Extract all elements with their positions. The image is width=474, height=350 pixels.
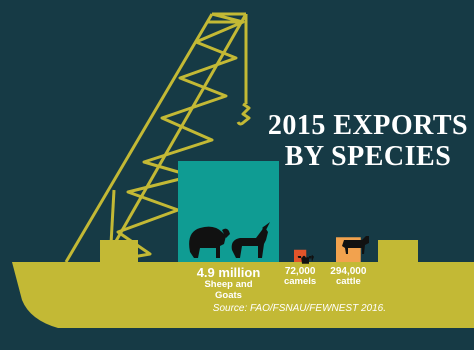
category-label: Sheep and Goats — [204, 279, 253, 301]
goat-icon — [231, 222, 270, 258]
crane — [64, 12, 251, 264]
chart-title: 2015 EXPORTS BY SPECIES — [262, 110, 474, 172]
bar-label-cattle: 294,000 cattle — [323, 266, 373, 287]
cattle-icon — [342, 236, 369, 254]
sheep-goat-icon — [189, 226, 230, 258]
category-label: cattle — [335, 276, 361, 287]
value-label: 72,000 — [284, 266, 316, 277]
camel-icon — [297, 254, 314, 264]
bar-label-sheep-and-goats: 4.9 million Sheep and Goats — [179, 265, 279, 301]
title-line-2: BY SPECIES — [284, 141, 452, 172]
ship-cabin-right — [378, 240, 418, 264]
ship-hull — [12, 262, 474, 328]
source-note: Source: FAO/FSNAU/FEWNEST 2016. — [212, 303, 386, 314]
value-label: 294,000 — [330, 266, 367, 277]
bar-label-camels: 72,000 camels — [275, 266, 325, 287]
icons-group — [189, 222, 369, 264]
category-label: camels — [283, 276, 317, 287]
title-line-1: 2015 EXPORTS — [267, 110, 469, 141]
value-label: 4.9 million — [196, 265, 261, 280]
ship-cabin-left — [100, 240, 138, 264]
